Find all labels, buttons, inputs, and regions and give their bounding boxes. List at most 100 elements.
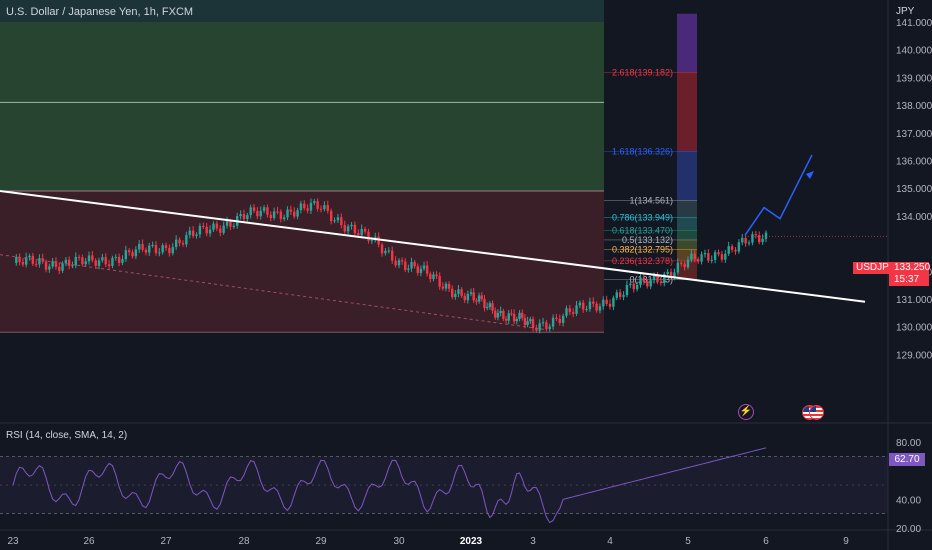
candle bbox=[441, 286, 445, 289]
candle bbox=[181, 243, 185, 245]
candle bbox=[276, 211, 279, 213]
candle bbox=[259, 210, 262, 217]
candle bbox=[454, 293, 457, 298]
candle bbox=[215, 223, 219, 229]
time-axis-label: 29 bbox=[315, 536, 327, 547]
time-axis-label: 5 bbox=[685, 536, 691, 547]
candle bbox=[309, 202, 313, 211]
candle bbox=[690, 253, 693, 260]
fib-label: 0.382(132.795) bbox=[612, 244, 673, 254]
candle bbox=[538, 323, 541, 331]
symbol-badge: USDJPY bbox=[853, 262, 899, 274]
candle bbox=[174, 239, 178, 248]
candle bbox=[293, 211, 296, 217]
candle bbox=[357, 233, 360, 236]
candle bbox=[686, 259, 690, 268]
candle bbox=[77, 256, 81, 258]
candle bbox=[410, 262, 413, 269]
candle bbox=[191, 230, 195, 236]
fib-label: 0.786(133.949) bbox=[612, 212, 673, 222]
candle bbox=[669, 271, 673, 277]
candle bbox=[642, 277, 646, 282]
candle bbox=[353, 224, 357, 234]
candle bbox=[488, 303, 492, 308]
candle bbox=[582, 302, 585, 310]
candle bbox=[323, 205, 326, 210]
candle bbox=[512, 313, 516, 322]
candle bbox=[350, 224, 353, 227]
fib-label: 2.618(139.182) bbox=[612, 67, 673, 77]
candle bbox=[239, 214, 242, 217]
candle bbox=[178, 239, 181, 244]
candle bbox=[289, 209, 293, 212]
candle bbox=[555, 317, 558, 319]
price-axis-label: 140.000 bbox=[896, 46, 932, 57]
currency-label: JPY bbox=[896, 6, 915, 17]
candle bbox=[380, 244, 384, 254]
candle bbox=[400, 260, 404, 262]
candle bbox=[416, 266, 419, 273]
candle bbox=[212, 223, 215, 230]
candle bbox=[246, 215, 249, 219]
candle bbox=[466, 293, 470, 301]
lightning-icon[interactable]: ⚡ bbox=[738, 404, 754, 420]
candle bbox=[703, 253, 707, 255]
candle bbox=[529, 319, 532, 322]
price-axis-label: 129.000 bbox=[896, 350, 932, 361]
candle bbox=[494, 310, 497, 318]
candle bbox=[710, 259, 713, 261]
fib-zone bbox=[677, 249, 697, 261]
candle bbox=[419, 268, 423, 273]
candle bbox=[535, 328, 538, 331]
candle bbox=[326, 205, 329, 211]
candle bbox=[370, 240, 374, 242]
time-axis-label: 28 bbox=[238, 536, 250, 547]
candle bbox=[483, 298, 486, 309]
candle bbox=[229, 221, 232, 227]
candle bbox=[575, 305, 578, 314]
us-flag-icon[interactable] bbox=[809, 405, 824, 420]
candle bbox=[38, 258, 41, 265]
candle bbox=[101, 257, 104, 261]
candle bbox=[639, 277, 642, 285]
candle bbox=[438, 276, 441, 287]
candle bbox=[515, 318, 519, 322]
candle bbox=[249, 207, 252, 216]
candle bbox=[457, 289, 460, 294]
candle bbox=[97, 260, 101, 266]
candle bbox=[545, 322, 548, 330]
fib-zone bbox=[677, 151, 697, 201]
candle bbox=[343, 225, 346, 232]
candle bbox=[44, 261, 48, 270]
fib-label: 1.618(136.326) bbox=[612, 146, 673, 156]
candle bbox=[306, 208, 309, 211]
candle bbox=[541, 322, 545, 324]
candle bbox=[141, 243, 144, 250]
candle bbox=[632, 283, 635, 290]
candle bbox=[266, 207, 269, 215]
candle bbox=[751, 234, 754, 243]
candle bbox=[429, 273, 432, 280]
candle bbox=[451, 288, 454, 298]
candle bbox=[652, 275, 656, 281]
projection-arrow bbox=[744, 154, 813, 236]
candle bbox=[18, 256, 21, 263]
time-axis-label: 3 bbox=[530, 536, 536, 547]
candle bbox=[384, 250, 387, 254]
candle bbox=[734, 249, 737, 252]
candle bbox=[114, 256, 117, 258]
candle bbox=[161, 245, 164, 253]
time-axis-label: 9 bbox=[843, 536, 849, 547]
candle bbox=[154, 244, 158, 253]
candle bbox=[475, 300, 478, 302]
time-axis-label: 26 bbox=[83, 536, 95, 547]
candle bbox=[720, 254, 724, 260]
candle bbox=[394, 260, 397, 266]
candle bbox=[588, 301, 592, 310]
candle bbox=[316, 201, 319, 209]
candle bbox=[602, 299, 605, 307]
dashed-trendline bbox=[0, 254, 546, 330]
candle bbox=[333, 220, 336, 222]
candle bbox=[282, 217, 286, 220]
